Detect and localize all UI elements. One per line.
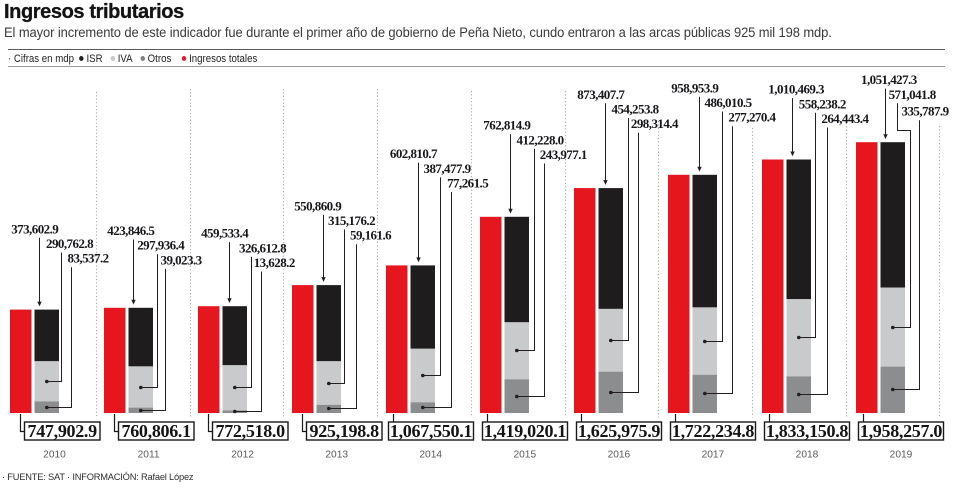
svg-text:39,023.3: 39,023.3: [161, 252, 203, 267]
svg-text:1,419,020.1: 1,419,020.1: [484, 421, 567, 441]
svg-text:315,176.2: 315,176.2: [328, 213, 375, 228]
svg-text:762,814.9: 762,814.9: [483, 118, 531, 133]
svg-text:2017: 2017: [702, 449, 725, 460]
svg-text:1,722,234.8: 1,722,234.8: [672, 421, 755, 441]
svg-text:958,953.9: 958,953.9: [671, 80, 719, 95]
svg-text:486,010.5: 486,010.5: [705, 95, 753, 110]
svg-text:571,041.8: 571,041.8: [889, 87, 937, 102]
svg-text:550,860.9: 550,860.9: [294, 198, 342, 213]
svg-text:2014: 2014: [419, 449, 442, 460]
svg-text:2013: 2013: [325, 449, 348, 460]
svg-text:77,261.5: 77,261.5: [447, 176, 489, 191]
svg-text:873,407.7: 873,407.7: [577, 87, 625, 102]
svg-text:2018: 2018: [796, 449, 819, 460]
svg-text:297,936.4: 297,936.4: [137, 238, 185, 253]
svg-text:2015: 2015: [513, 449, 536, 460]
svg-text:290,762.8: 290,762.8: [46, 236, 94, 251]
svg-text:1,625,975.9: 1,625,975.9: [578, 421, 661, 441]
svg-text:1,958,257.0: 1,958,257.0: [860, 421, 943, 441]
svg-text:454,253.8: 454,253.8: [612, 102, 660, 117]
svg-text:602,810.7: 602,810.7: [390, 146, 438, 161]
svg-text:558,238.2: 558,238.2: [799, 96, 846, 111]
svg-text:1,010,469.3: 1,010,469.3: [768, 82, 825, 97]
svg-text:2012: 2012: [231, 449, 254, 460]
svg-text:1,067,550.1: 1,067,550.1: [390, 421, 473, 441]
svg-text:264,443.4: 264,443.4: [821, 111, 869, 126]
svg-text:2011: 2011: [138, 449, 160, 460]
svg-text:2010: 2010: [43, 449, 66, 460]
svg-text:298,314.4: 298,314.4: [631, 116, 679, 131]
svg-text:2019: 2019: [890, 449, 913, 460]
svg-text:1,833,150.8: 1,833,150.8: [766, 421, 849, 441]
svg-text:13,628.2: 13,628.2: [254, 255, 295, 270]
svg-text:1,051,427.3: 1,051,427.3: [861, 72, 918, 87]
svg-text:412,228.0: 412,228.0: [517, 132, 564, 147]
svg-text:373,602.9: 373,602.9: [11, 221, 59, 236]
svg-text:459,533.4: 459,533.4: [201, 226, 249, 241]
svg-text:423,846.5: 423,846.5: [107, 223, 155, 238]
svg-text:747,902.9: 747,902.9: [28, 421, 98, 441]
svg-text:2016: 2016: [608, 449, 631, 460]
svg-text:243,977.1: 243,977.1: [540, 147, 587, 162]
svg-text:83,537.2: 83,537.2: [68, 251, 109, 266]
svg-text:925,198.8: 925,198.8: [310, 421, 380, 441]
svg-text:277,270.4: 277,270.4: [728, 110, 776, 125]
svg-text:59,161.6: 59,161.6: [350, 228, 392, 243]
svg-text:335,787.9: 335,787.9: [902, 104, 950, 119]
svg-text:387,477.9: 387,477.9: [424, 161, 472, 176]
svg-text:772,518.0: 772,518.0: [216, 421, 286, 441]
svg-text:760,806.1: 760,806.1: [122, 421, 192, 441]
svg-text:326,612.8: 326,612.8: [239, 240, 287, 255]
